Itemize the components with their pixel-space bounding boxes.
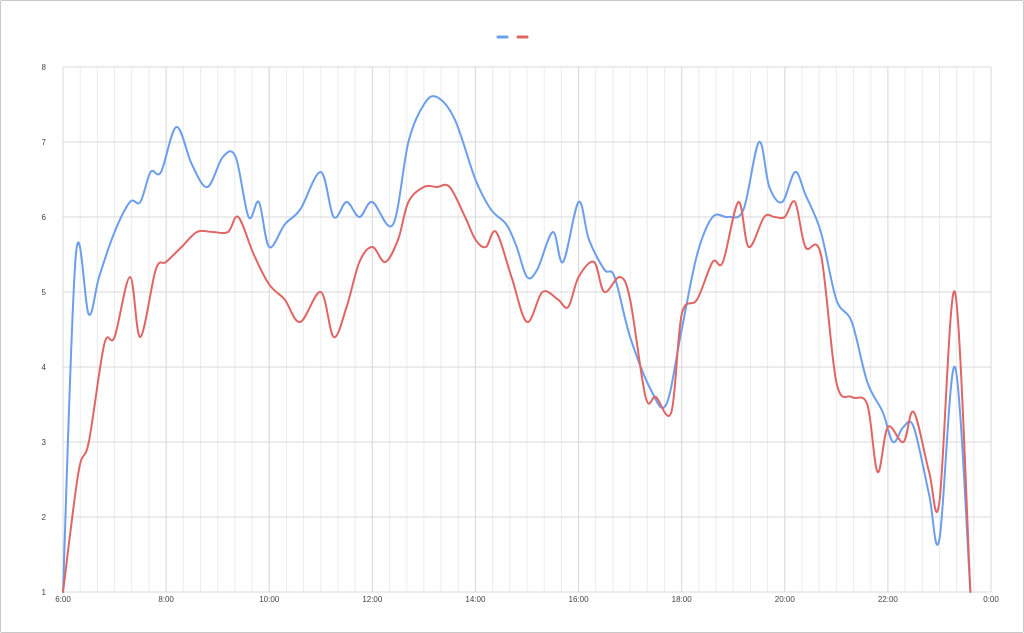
y-tick-label: 7: [42, 138, 47, 147]
x-tick-label: 20:00: [775, 595, 796, 604]
y-tick-label: 3: [42, 438, 47, 447]
x-tick-label: 0:00: [983, 595, 999, 604]
series-lines: [62, 95, 972, 593]
x-tick-label: 8:00: [158, 595, 174, 604]
series-line-2: [62, 183, 972, 593]
y-tick-label: 5: [42, 288, 47, 297]
y-tick-label: 4: [42, 363, 47, 372]
x-tick-label: 10:00: [259, 595, 280, 604]
x-tick-label: 22:00: [878, 595, 899, 604]
y-tick-label: 6: [42, 213, 47, 222]
y-tick-label: 1: [42, 588, 47, 597]
x-tick-label: 14:00: [465, 595, 486, 604]
x-tick-label: 18:00: [672, 595, 693, 604]
major-grid: [62, 66, 992, 593]
x-axis-ticks: 6:00 8:00 10:00 12:00 14:00 16:00 18:00 20:00 22…: [55, 595, 999, 604]
x-tick-label: 16:00: [569, 595, 590, 604]
y-tick-label: 8: [42, 63, 47, 72]
minor-grid: [62, 67, 992, 592]
y-tick-label: 2: [42, 513, 47, 522]
series-line-1: [62, 95, 972, 593]
y-axis-ticks: 1 2 3 4 5 6 7 8: [42, 63, 47, 597]
x-tick-label: 12:00: [362, 595, 383, 604]
x-tick-label: 6:00: [55, 595, 71, 604]
